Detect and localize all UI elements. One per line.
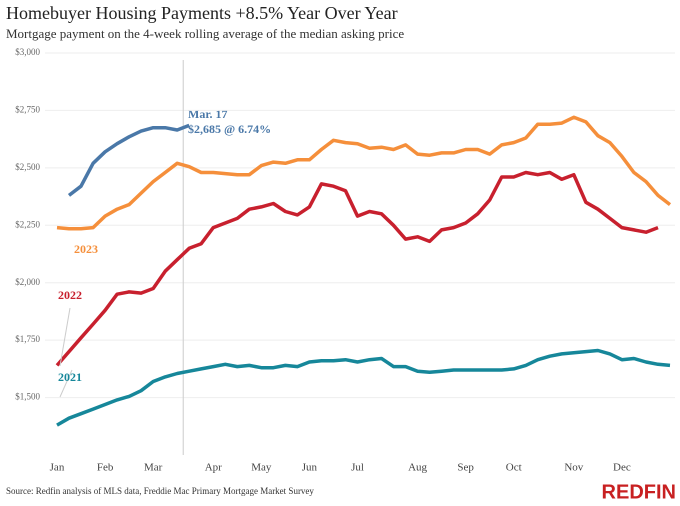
x-tick-label: Oct (506, 462, 522, 474)
x-tick-label: Jan (50, 462, 65, 474)
series-line (56, 348, 671, 427)
y-tick-label: $1,500 (15, 392, 40, 402)
series-label: 2023 (74, 242, 98, 256)
x-tick-label: Aug (408, 462, 427, 474)
brand-logo: REDFIN (602, 481, 676, 503)
series-label: 2022 (58, 288, 82, 302)
source: Source: Redfin analysis of MLS data, Fre… (6, 486, 314, 496)
y-tick-label: $2,250 (15, 219, 40, 229)
x-tick-label: Mar (144, 462, 163, 474)
x-tick-label: Nov (564, 462, 583, 474)
y-tick-label: $3,000 (15, 47, 40, 57)
chart-title: Homebuyer Housing Payments +8.5% Year Ov… (6, 3, 398, 23)
series-line (67, 123, 190, 197)
x-tick-label: Dec (613, 462, 631, 474)
x-tick-label: Sep (457, 462, 474, 474)
y-tick-label: $2,000 (15, 277, 40, 287)
y-tick-label: $2,750 (15, 104, 40, 114)
y-tick-label: $2,500 (15, 162, 40, 172)
annotation: Mar. 17 (188, 107, 228, 121)
label-leader (59, 307, 71, 367)
y-tick-label: $1,750 (15, 334, 40, 344)
annotation: $2,685 @ 6.74% (188, 122, 271, 136)
series-line (55, 170, 659, 367)
series-label: 2021 (58, 370, 82, 384)
x-tick-label: Jul (351, 462, 364, 474)
x-tick-label: May (251, 462, 272, 474)
x-tick-label: Feb (97, 462, 114, 474)
series-line (56, 115, 672, 231)
label-leader (59, 369, 73, 398)
x-tick-label: Apr (205, 462, 222, 474)
x-tick-label: Jun (302, 462, 318, 474)
chart-subtitle: Mortgage payment on the 4-week rolling a… (6, 26, 404, 41)
